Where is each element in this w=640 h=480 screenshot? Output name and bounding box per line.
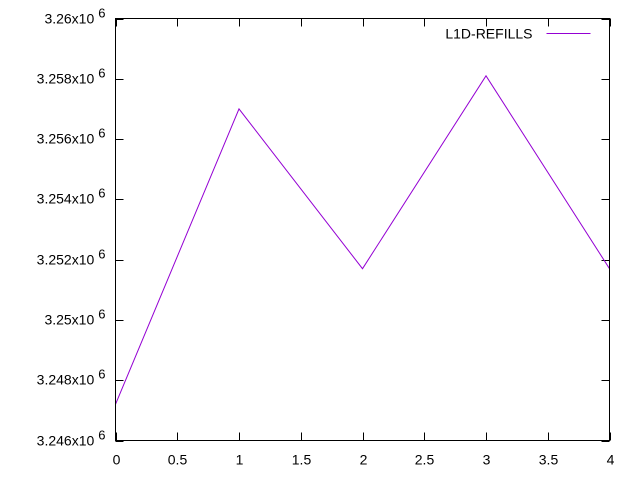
x-tick-label: 2 — [360, 452, 368, 468]
y-tick-label: 3.26x10 6 — [44, 6, 105, 27]
y-tick-label: 3.258x10 6 — [37, 66, 106, 87]
y-tick-label-exponent: 6 — [98, 186, 105, 201]
y-tick-label-exponent: 6 — [98, 247, 105, 262]
y-tick-label-exponent: 6 — [98, 367, 105, 382]
x-axis-tick-labels: 0 0.5 1 1.5 2 2.5 3 3.5 4 — [113, 452, 615, 468]
x-tick-label: 2.5 — [415, 452, 435, 468]
y-tick-label-exponent: 6 — [98, 6, 105, 21]
series-lines — [115, 74, 610, 405]
legend-label: L1D-REFILLS — [445, 26, 532, 42]
x-tick-label: 3 — [483, 452, 491, 468]
series-line-l1d-refills — [115, 74, 610, 405]
y-tick-label: 3.25x10 6 — [44, 307, 105, 328]
y-axis-tick-labels: 3.246x10 63.248x10 63.25x10 63.252x10 63.254… — [37, 6, 106, 449]
y-tick-label-exponent: 6 — [98, 126, 105, 141]
x-tick-label: 0 — [113, 452, 121, 468]
y-tick-label-exponent: 6 — [98, 66, 105, 81]
y-tick-label-mantissa: 3.256x10 — [37, 131, 95, 147]
x-tick-label: 4 — [607, 452, 615, 468]
legend: L1D-REFILLS — [445, 26, 591, 42]
y-tick-label: 3.252x10 6 — [37, 247, 106, 268]
y-tick-label: 3.248x10 6 — [37, 367, 106, 388]
y-tick-label: 3.254x10 6 — [37, 186, 106, 207]
x-tick-label: 3.5 — [539, 452, 559, 468]
y-tick-label: 3.256x10 6 — [37, 126, 106, 147]
x-tick-label: 0.5 — [168, 452, 188, 468]
plot-frame — [115, 18, 610, 441]
y-tick-label-mantissa: 3.246x10 — [37, 433, 95, 449]
y-tick-label-mantissa: 3.25x10 — [44, 312, 94, 328]
y-tick-label-mantissa: 3.252x10 — [37, 252, 95, 268]
y-tick-label-mantissa: 3.258x10 — [37, 71, 95, 87]
y-tick-label: 3.246x10 6 — [37, 428, 106, 449]
x-tick-label: 1.5 — [292, 452, 312, 468]
y-tick-label-exponent: 6 — [98, 428, 105, 443]
y-tick-label-mantissa: 3.254x10 — [37, 191, 95, 207]
tick-marks — [115, 18, 611, 442]
x-tick-label: 1 — [236, 452, 244, 468]
y-tick-label-exponent: 6 — [98, 307, 105, 322]
y-tick-label-mantissa: 3.26x10 — [44, 11, 94, 27]
y-tick-label-mantissa: 3.248x10 — [37, 372, 95, 388]
